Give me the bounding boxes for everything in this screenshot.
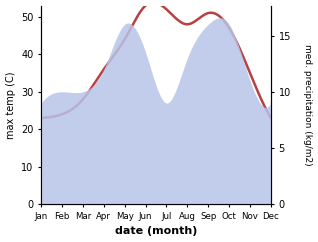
Y-axis label: med. precipitation (kg/m2): med. precipitation (kg/m2) [303,44,313,166]
X-axis label: date (month): date (month) [115,227,197,236]
Y-axis label: max temp (C): max temp (C) [5,71,16,139]
